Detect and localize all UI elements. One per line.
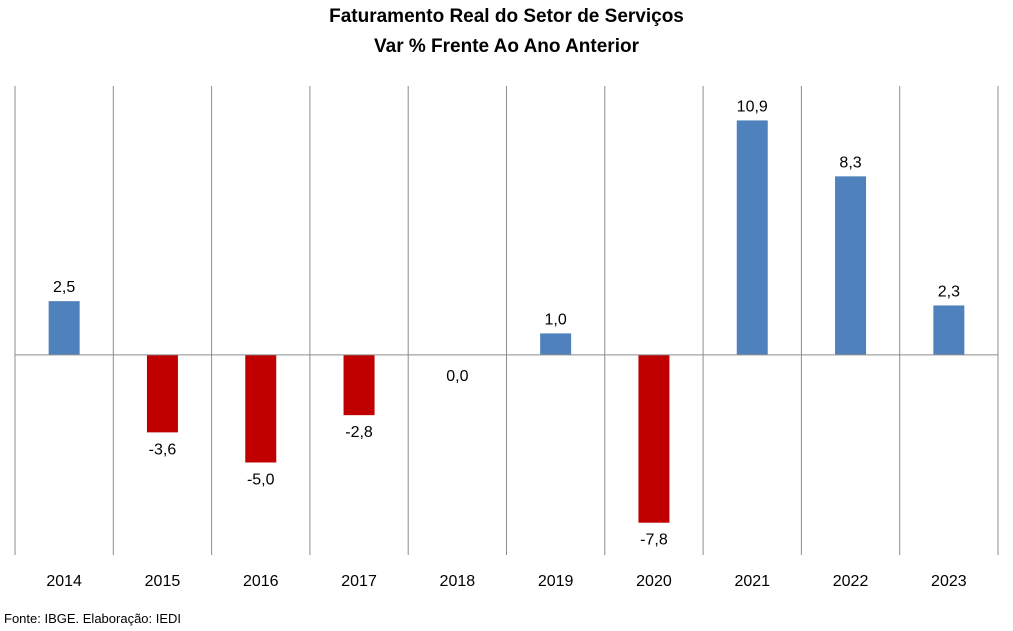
- x-tick-label: 2022: [833, 573, 869, 590]
- chart-subtitle: Var % Frente Ao Ano Anterior: [374, 36, 639, 57]
- bar-2015: [146, 354, 178, 433]
- bar-2019: [540, 333, 572, 355]
- data-label: 1,0: [545, 311, 567, 328]
- source-note: Fonte: IBGE. Elaboração: IEDI: [4, 611, 182, 626]
- x-tick-label: 2020: [636, 573, 672, 590]
- data-label: -7,8: [640, 532, 668, 549]
- data-label: 2,5: [53, 279, 75, 296]
- chart-title: Faturamento Real do Setor de Serviços: [329, 6, 684, 27]
- bar-2021: [736, 120, 768, 355]
- bar-2014: [48, 301, 80, 355]
- data-label: -2,8: [345, 424, 373, 441]
- data-label: 0,0: [446, 368, 468, 385]
- x-tick-label: 2015: [145, 573, 181, 590]
- x-tick-label: 2016: [243, 573, 279, 590]
- bar-2022: [835, 176, 867, 355]
- x-tick-label: 2021: [734, 573, 770, 590]
- bar-2016: [245, 354, 277, 463]
- data-label: 8,3: [839, 154, 861, 171]
- bar-2017: [343, 354, 375, 416]
- x-tick-label: 2018: [440, 573, 476, 590]
- x-tick-label: 2017: [341, 573, 377, 590]
- x-tick-label: 2023: [931, 573, 967, 590]
- x-tick-label: 2014: [46, 573, 82, 590]
- bar-2023: [933, 305, 965, 355]
- data-label: -5,0: [247, 471, 275, 488]
- data-label: 2,3: [938, 283, 960, 300]
- data-label: 10,9: [737, 98, 768, 115]
- data-label: -3,6: [149, 441, 177, 458]
- bar-2020: [638, 354, 670, 523]
- x-tick-label: 2019: [538, 573, 574, 590]
